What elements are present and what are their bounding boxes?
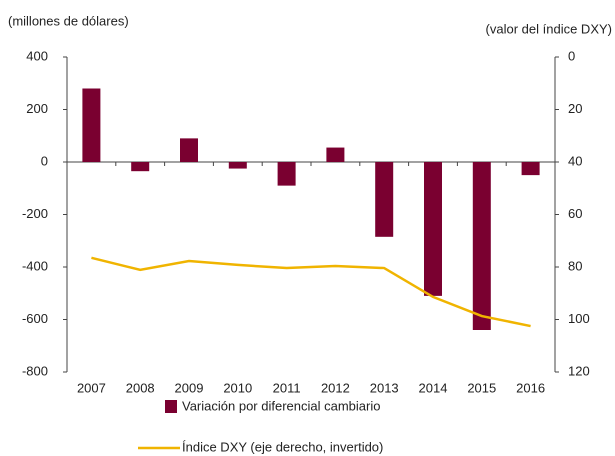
y-tick-label: -200 [22,206,48,221]
y2-tick-label: 120 [568,363,590,378]
x-tick-label: 2011 [273,380,301,395]
x-tick-label: 2010 [223,380,252,395]
bar [326,147,345,162]
y2-axis-title: (valor del índice DXY) [486,21,612,36]
legend-swatch [165,400,177,413]
x-tick-label: 2008 [126,380,155,395]
bar [228,162,247,169]
bar [277,162,296,186]
x-tick-label: 2012 [321,380,350,395]
y-tick-label: 400 [26,48,48,63]
x-tick-label: 2013 [370,380,399,395]
legend-label: Índice DXY (eje derecho, invertido) [182,439,383,454]
x-tick-label: 2016 [516,380,545,395]
y-tick-label: -800 [22,363,48,378]
y-tick-label: 200 [26,101,48,116]
y2-tick-label: 0 [568,48,575,63]
y-tick-label: -400 [22,258,48,273]
y2-tick-label: 60 [568,206,582,221]
bar [131,162,150,172]
x-tick-label: 2007 [77,380,106,395]
y-tick-label: -600 [22,311,48,326]
x-tick-label: 2015 [467,380,496,395]
y-tick-label: 0 [41,153,48,168]
y2-tick-label: 20 [568,101,582,116]
y2-tick-label: 40 [568,153,582,168]
bar [375,162,394,237]
bar [521,162,540,176]
bar [424,162,442,296]
bar [82,88,101,162]
y-axis-title: (millones de dólares) [8,13,129,28]
x-tick-label: 2014 [419,380,448,395]
x-tick-label: 2009 [175,380,204,395]
bar [180,138,198,162]
y2-tick-label: 100 [568,311,590,326]
y2-tick-label: 80 [568,258,582,273]
legend-label: Variación por diferencial cambiario [182,398,380,413]
bar [472,162,491,330]
line [91,256,531,328]
